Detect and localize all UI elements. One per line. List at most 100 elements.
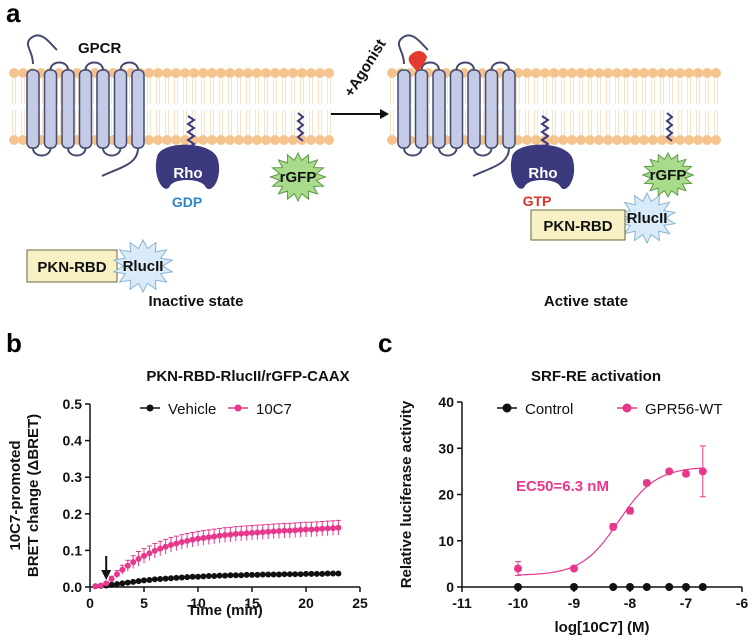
chart-c: SRF-RE activation 0 10 20 30 40 -11 -10 -9 -8 -7 -6…	[398, 368, 748, 636]
chart-b-point-10c7	[205, 534, 212, 541]
chart-b-legend-marker	[146, 404, 154, 412]
chart-b-point-10c7	[238, 530, 245, 537]
chart-b-point-10c7	[297, 526, 304, 533]
chart-b-point-10c7	[108, 575, 115, 582]
rho-label-right: Rho	[528, 165, 557, 182]
chart-b-point-vehicle	[184, 574, 191, 581]
chart-b-point-10c7	[222, 532, 228, 539]
chart-b-point-10c7	[270, 528, 277, 535]
chart-b-point-10c7	[281, 527, 288, 534]
rho-protein-right	[510, 144, 575, 190]
chart-c-y-label: Relative luciferase activity	[398, 400, 415, 588]
chart-b-point-vehicle	[151, 576, 158, 583]
chart-c-point-gpr56-wt	[698, 467, 707, 476]
chart-b-point-10c7	[286, 527, 293, 534]
chart-b-point-10c7	[259, 529, 266, 536]
chart-b-point-10c7	[130, 559, 137, 566]
chart-b-point-vehicle	[281, 571, 288, 578]
chart-c-y-tick-label: 30	[438, 440, 454, 456]
chart-b-point-10c7	[232, 530, 239, 537]
pkn-rbd-box-right	[530, 209, 626, 241]
rho-label-left: Rho	[173, 165, 202, 182]
chart-b-point-vehicle	[232, 572, 239, 579]
pkn-rbd-label-right: PKN-RBD	[543, 218, 612, 235]
chart-c-y-tick-label: 20	[438, 487, 454, 503]
chart-b-arrow-head-icon	[101, 570, 112, 580]
chart-b-point-10c7	[319, 525, 326, 532]
chart-b-point-vehicle	[211, 573, 218, 580]
chart-c-point-control	[682, 583, 690, 591]
chart-b-point-10c7	[211, 533, 218, 540]
chart-b-point-vehicle	[313, 570, 320, 577]
chart-b-point-10c7	[135, 555, 142, 562]
inactive-caption: Inactive state	[148, 293, 243, 310]
rgfp-lipid-anchor-right	[665, 112, 674, 142]
chart-b-point-vehicle	[297, 571, 304, 578]
chart-b-point-vehicle	[259, 571, 266, 578]
chart-b-point-10c7	[216, 532, 223, 539]
chart-b-point-vehicle	[319, 570, 326, 577]
chart-b-point-vehicle	[265, 571, 272, 578]
chart-b-point-10c7	[189, 536, 196, 543]
chart-b-point-10c7	[308, 526, 315, 533]
chart-b-x-tick-label: 5	[140, 595, 148, 611]
chart-c-x-tick-label: -10	[508, 595, 528, 611]
chart-b-y-tick-label: 0.5	[63, 396, 83, 412]
chart-b-point-10c7	[227, 531, 234, 538]
chart-b-point-10c7	[330, 525, 336, 532]
rgfp-protein-left	[268, 151, 328, 203]
rgfp-label-left: rGFP	[280, 169, 317, 186]
agonist-ligand-icon	[408, 51, 427, 72]
chart-c-x-tick-label: -8	[624, 595, 637, 611]
chart-b-point-vehicle	[119, 580, 126, 587]
chart-b-point-10c7	[124, 562, 131, 569]
chart-b-point-10c7	[200, 534, 207, 541]
chart-b-point-10c7	[157, 545, 164, 552]
chart-c-point-control	[665, 583, 674, 591]
chart-b-point-10c7	[313, 526, 320, 533]
chart-c-x-tick-label: -6	[736, 595, 749, 611]
chart-b-y-tick-label: 0.3	[63, 469, 83, 485]
rlucii-label-right: RlucII	[627, 210, 668, 227]
chart-b: PKN-RBD-RlucII/rGFP-CAAX 0.0 0.1 0.2 0.3 0.4 0…	[7, 368, 368, 619]
chart-b-point-10c7	[243, 530, 250, 537]
chart-b-point-vehicle	[157, 575, 164, 582]
chart-b-y-tick-label: 0.1	[63, 542, 83, 558]
chart-b-x-tick-label: 15	[244, 595, 260, 611]
chart-b-point-vehicle	[114, 581, 120, 588]
chart-c-x-tick-label: -11	[452, 595, 472, 611]
rho-protein-left	[155, 144, 220, 190]
chart-b-point-10c7	[114, 571, 120, 578]
chart-c-point-control	[698, 583, 707, 591]
chart-b-point-10c7	[178, 538, 185, 545]
chart-b-point-10c7	[146, 550, 153, 557]
chart-b-point-10c7	[184, 537, 191, 544]
chart-b-point-vehicle	[162, 575, 169, 582]
chart-b-point-10c7	[119, 566, 126, 573]
chart-b-legend-marker	[234, 404, 242, 412]
chart-b-point-vehicle	[270, 571, 277, 578]
gdp-label: GDP	[172, 194, 202, 210]
agonist-label: +Agonist	[341, 36, 390, 100]
gpcr-right	[397, 34, 516, 177]
rlucii-protein-left	[112, 238, 174, 294]
chart-c-y-tick-label: 10	[438, 533, 454, 549]
chart-c-legend-label: Control	[525, 401, 573, 418]
chart-c-point-control	[609, 583, 618, 591]
chart-b-point-vehicle	[189, 573, 196, 580]
chart-b-point-vehicle	[141, 577, 147, 584]
chart-c-ec50-annotation: EC50=6.3 nM	[516, 478, 609, 495]
chart-b-point-10c7	[173, 540, 180, 547]
chart-c-x-tick-label: -7	[680, 595, 693, 611]
chart-c-x-tick-label: -9	[568, 595, 581, 611]
chart-b-point-vehicle	[286, 571, 293, 578]
pkn-rbd-box-left	[26, 249, 118, 283]
chart-b-legend-label: Vehicle	[168, 401, 216, 418]
chart-c-point-control	[570, 583, 578, 591]
chart-b-point-10c7	[335, 524, 342, 531]
chart-c-point-control	[514, 583, 522, 591]
chart-c-point-gpr56-wt	[682, 469, 690, 478]
chart-b-point-10c7	[168, 541, 174, 548]
chart-b-point-vehicle	[130, 578, 137, 585]
chart-c-y-tick-label: 40	[438, 394, 454, 410]
